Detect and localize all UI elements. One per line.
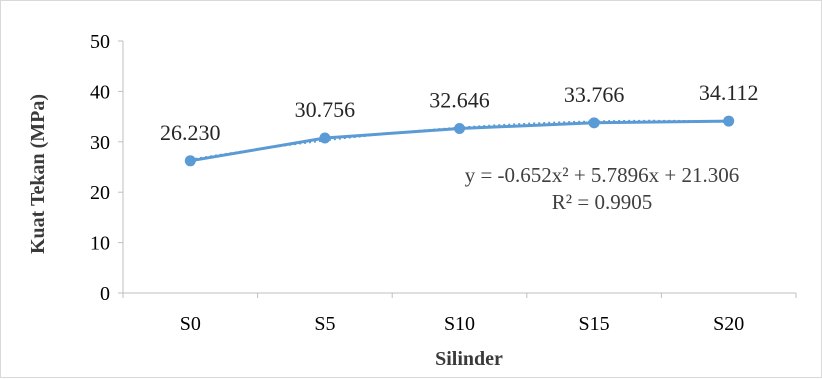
x-tick-labels: S0 S5 S10 S15 S20 — [180, 313, 745, 335]
y-tick-labels: 0 10 20 30 40 50 — [90, 31, 110, 305]
y-tick-label: 20 — [90, 182, 110, 204]
data-point — [588, 117, 600, 129]
axes — [118, 40, 797, 298]
data-point — [184, 155, 196, 167]
x-axis-title: Silinder — [435, 348, 503, 370]
data-label: 32.646 — [429, 87, 490, 112]
data-labels: 26.230 30.756 32.646 33.766 34.112 — [160, 80, 758, 145]
data-points — [184, 115, 735, 167]
y-axis-title: Kuat Tekan (MPa) — [27, 94, 49, 254]
data-point — [723, 115, 735, 127]
trendline-r-squared: R² = 0.9905 — [552, 190, 652, 214]
y-tick-label: 50 — [90, 31, 110, 53]
data-point — [454, 122, 465, 134]
x-tick-label: S20 — [713, 313, 744, 335]
data-label: 34.112 — [699, 80, 759, 105]
y-tick-label: 40 — [90, 81, 110, 103]
data-label: 30.756 — [295, 97, 356, 122]
data-point — [319, 132, 331, 144]
y-tick-label: 10 — [90, 233, 110, 255]
trendline-equation: y = -0.652x² + 5.7896x + 21.306 — [465, 163, 740, 187]
x-tick-label: S5 — [314, 313, 335, 335]
data-label: 33.766 — [564, 82, 625, 107]
y-tick-label: 0 — [100, 283, 110, 305]
x-tick-label: S15 — [579, 313, 610, 335]
x-tick-label: S0 — [180, 313, 201, 335]
x-tick-label: S10 — [444, 313, 475, 335]
y-tick-label: 30 — [90, 132, 110, 154]
data-label: 26.230 — [160, 120, 221, 145]
